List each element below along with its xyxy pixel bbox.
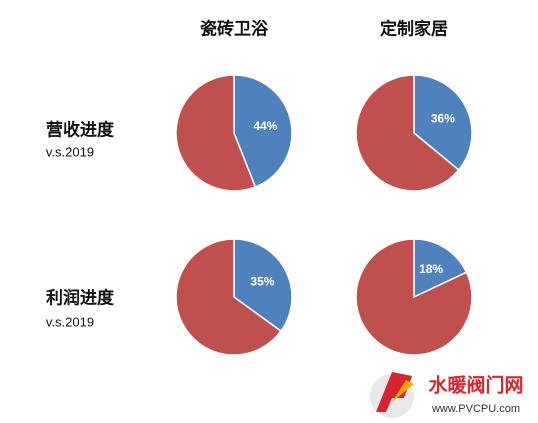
row-label: 利润进度 [46, 288, 115, 309]
value-label: 36% [431, 112, 455, 126]
row-label: 营收进度 [46, 120, 115, 141]
pie-slice [233, 74, 293, 188]
row-sublabel: v.s.2019 [46, 144, 94, 159]
column-header: 瓷砖卫浴 [200, 19, 269, 40]
pie-slice [175, 238, 282, 356]
value-label: 18% [419, 262, 443, 276]
column-header: 定制家居 [380, 19, 448, 40]
pie-slice [233, 238, 293, 333]
pie-slice [175, 74, 257, 192]
watermark-logo [370, 372, 414, 418]
pie-slice [413, 238, 468, 299]
value-label: 44% [253, 119, 277, 133]
value-label: 35% [250, 275, 274, 289]
pie-slice [355, 74, 460, 192]
row-sublabel: v.s.2019 [46, 314, 94, 329]
pie-slice [413, 74, 473, 172]
watermark-url: www.PVCPU.com [431, 403, 520, 415]
pie-slice [355, 238, 473, 356]
watermark-name: 水暖阀门网 [428, 374, 523, 397]
